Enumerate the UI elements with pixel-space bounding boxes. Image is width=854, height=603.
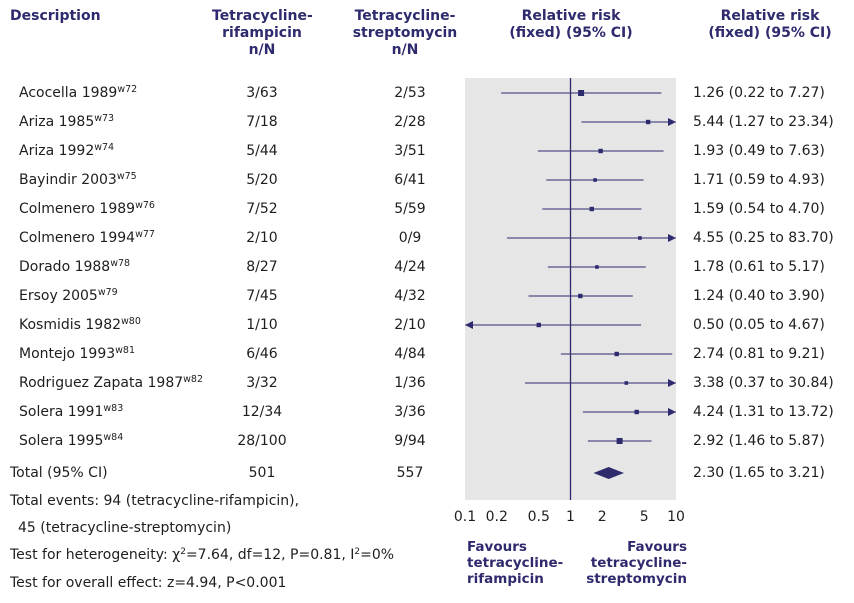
- total-rifampicin: 501: [248, 465, 276, 481]
- favours-right-label: Favours tetracycline-streptomycin: [586, 539, 687, 587]
- header-streptomycin-column: Tetracycline-streptomycin n/N: [352, 8, 458, 58]
- study-rr-text: 1.26 (0.22 to 7.27): [693, 85, 825, 101]
- study-rifampicin-count: 2/10: [246, 230, 278, 246]
- point-estimate: [645, 119, 651, 125]
- x-tick-label: 0.1: [454, 509, 476, 525]
- total-streptomycin: 557: [396, 465, 424, 481]
- study-streptomycin-count: 5/59: [394, 201, 426, 217]
- study-name: Ariza 1992w74: [19, 142, 115, 159]
- study-name: Colmenero 1994w77: [19, 229, 155, 246]
- study-streptomycin-count: 9/94: [394, 433, 426, 449]
- study-rr-text: 1.71 (0.59 to 4.93): [693, 172, 825, 188]
- study-rr-text: 3.38 (0.37 to 30.84): [693, 375, 834, 391]
- study-name: Ariza 1985w73: [19, 113, 115, 130]
- x-tick-label: 10: [667, 509, 685, 525]
- point-estimate: [595, 265, 599, 269]
- point-estimate: [616, 438, 623, 444]
- overall-effect-test: Test for overall effect: z=4.94, P<0.001: [10, 575, 287, 591]
- total-events-line1: Total events: 94 (tetracycline-rifampici…: [10, 493, 300, 509]
- point-estimate: [614, 351, 619, 357]
- study-rifampicin-count: 7/18: [246, 114, 278, 130]
- study-streptomycin-count: 3/51: [394, 143, 426, 159]
- study-rr-text: 1.78 (0.61 to 5.17): [693, 259, 825, 275]
- study-rifampicin-count: 5/20: [246, 172, 278, 188]
- study-name: Kosmidis 1982w80: [19, 316, 141, 333]
- point-estimate: [578, 90, 585, 96]
- x-tick-label: 5: [640, 509, 649, 525]
- study-rifampicin-count: 1/10: [246, 317, 278, 333]
- study-name: Bayindir 2003w75: [19, 171, 137, 188]
- study-rifampicin-count: 28/100: [237, 433, 287, 449]
- pooled-diamond: [593, 467, 624, 479]
- study-rr-text: 2.74 (0.81 to 9.21): [693, 346, 825, 362]
- study-rr-text: 4.24 (1.31 to 13.72): [693, 404, 834, 420]
- study-rifampicin-count: 3/63: [246, 85, 278, 101]
- study-streptomycin-count: 4/24: [394, 259, 426, 275]
- study-rr-text: 0.50 (0.05 to 4.67): [693, 317, 825, 333]
- study-rifampicin-count: 6/46: [246, 346, 278, 362]
- study-rifampicin-count: 8/27: [246, 259, 278, 275]
- header-description: Description: [10, 8, 101, 24]
- point-estimate: [589, 206, 594, 212]
- header-rifampicin-column: Tetracycline-rifampicin n/N: [212, 8, 313, 58]
- study-streptomycin-count: 3/36: [394, 404, 426, 420]
- study-streptomycin-count: 4/84: [394, 346, 426, 362]
- x-tick-label: 2: [598, 509, 607, 525]
- point-estimate: [624, 381, 629, 385]
- ci-arrow-right: [668, 118, 676, 126]
- total-label: Total (95% CI): [10, 465, 108, 481]
- point-estimate: [536, 322, 541, 328]
- ci-arrow-left: [465, 321, 473, 329]
- heterogeneity-test: Test for heterogeneity: χ2=7.64, df=12, …: [10, 547, 395, 563]
- point-estimate: [634, 409, 639, 415]
- study-name: Colmenero 1989w76: [19, 200, 155, 217]
- point-estimate: [598, 148, 603, 154]
- total-events-line2: 45 (tetracycline-streptomycin): [18, 520, 232, 536]
- total-rr-text: 2.30 (1.65 to 3.21): [693, 465, 825, 481]
- header-relative-risk-plot: Relative risk (fixed) (95% CI): [509, 8, 633, 41]
- study-name: Solera 1995w84: [19, 432, 124, 449]
- study-name: Ersoy 2005w79: [19, 287, 118, 304]
- study-streptomycin-count: 6/41: [394, 172, 426, 188]
- study-rr-text: 1.24 (0.40 to 3.90): [693, 288, 825, 304]
- favours-left-label: Favours tetracycline-rifampicin: [467, 539, 564, 587]
- x-tick-label: 0.2: [486, 509, 508, 525]
- study-rr-text: 2.92 (1.46 to 5.87): [693, 433, 825, 449]
- study-rifampicin-count: 7/52: [246, 201, 278, 217]
- study-rr-text: 4.55 (0.25 to 83.70): [693, 230, 834, 246]
- x-tick-label: 0.5: [528, 509, 550, 525]
- study-streptomycin-count: 4/32: [394, 288, 426, 304]
- study-rr-text: 1.59 (0.54 to 4.70): [693, 201, 825, 217]
- study-name: Dorado 1988w78: [19, 258, 131, 275]
- study-name: Rodriguez Zapata 1987w82: [19, 374, 204, 391]
- study-rifampicin-count: 3/32: [246, 375, 278, 391]
- point-estimate: [578, 293, 583, 299]
- header-relative-risk-values: Relative risk (fixed) (95% CI): [708, 8, 832, 41]
- ci-arrow-right: [668, 234, 676, 242]
- ci-arrow-right: [668, 379, 676, 387]
- study-rifampicin-count: 7/45: [246, 288, 278, 304]
- study-rr-text: 5.44 (1.27 to 23.34): [693, 114, 834, 130]
- study-rifampicin-count: 5/44: [246, 143, 278, 159]
- study-streptomycin-count: 2/28: [394, 114, 426, 130]
- study-streptomycin-count: 2/10: [394, 317, 426, 333]
- ci-arrow-right: [668, 408, 676, 416]
- study-rifampicin-count: 12/34: [241, 404, 283, 420]
- point-estimate: [638, 236, 642, 240]
- study-name: Montejo 1993w81: [19, 345, 136, 362]
- study-streptomycin-count: 2/53: [394, 85, 426, 101]
- x-tick-label: 1: [566, 509, 575, 525]
- study-name: Solera 1991w83: [19, 403, 124, 420]
- study-name: Acocella 1989w72: [19, 84, 138, 101]
- study-streptomycin-count: 0/9: [398, 230, 422, 246]
- study-streptomycin-count: 1/36: [394, 375, 426, 391]
- point-estimate: [593, 178, 597, 182]
- study-rr-text: 1.93 (0.49 to 7.63): [693, 143, 825, 159]
